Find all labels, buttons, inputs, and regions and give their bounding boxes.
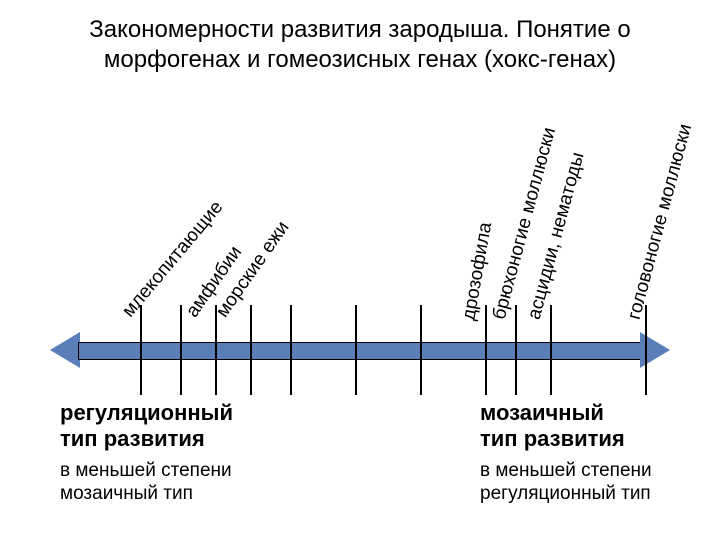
spectrum-arrow (50, 330, 670, 370)
organism-label: головоногие моллюски (624, 122, 697, 322)
right-heading: мозаичный тип развития (480, 400, 625, 453)
tick-mark (420, 305, 422, 395)
title-line1: Закономерности развития зародыша. Поняти… (89, 16, 630, 43)
right-heading-line2: тип развития (480, 426, 625, 451)
left-heading-line1: регуляционный (60, 400, 233, 425)
page-title: Закономерности развития зародыша. Поняти… (0, 15, 720, 75)
tick-mark (485, 305, 487, 395)
tick-mark (290, 305, 292, 395)
right-subtext: в меньшей степени регуляционный тип (480, 460, 652, 506)
tick-mark (250, 305, 252, 395)
right-sub-line1: в меньшей степени (480, 460, 652, 481)
left-sub-line1: в меньшей степени (60, 460, 232, 481)
tick-container (50, 305, 670, 395)
tick-mark (215, 305, 217, 395)
tick-mark (180, 305, 182, 395)
left-heading-line2: тип развития (60, 426, 205, 451)
left-sub-line2: мозаичный тип (60, 483, 193, 504)
left-subtext: в меньшей степени мозаичный тип (60, 460, 232, 506)
tick-mark (140, 305, 142, 395)
tick-mark (355, 305, 357, 395)
title-line2: морфогенах и гомеозисных генах (хокс-ген… (104, 46, 616, 73)
tick-mark (550, 305, 552, 395)
tick-mark (515, 305, 517, 395)
left-heading: регуляционный тип развития (60, 400, 233, 453)
right-sub-line2: регуляционный тип (480, 483, 651, 504)
right-heading-line1: мозаичный (480, 400, 604, 425)
